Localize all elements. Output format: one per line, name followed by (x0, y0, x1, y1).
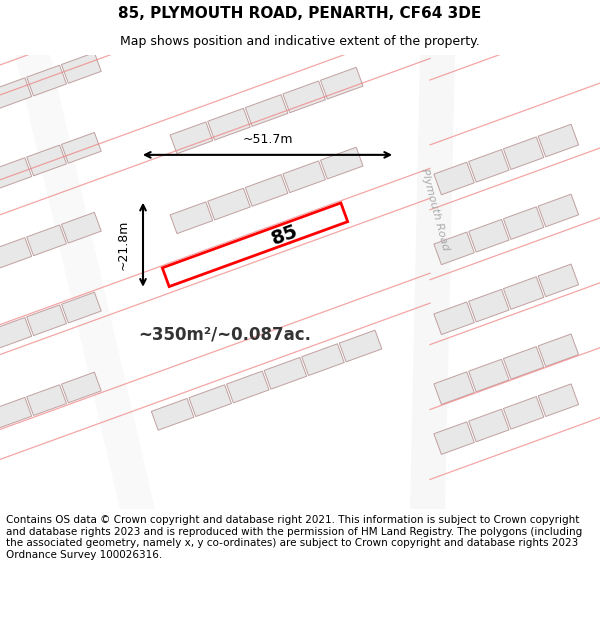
Polygon shape (503, 396, 544, 429)
Polygon shape (61, 52, 101, 83)
Text: ~51.7m: ~51.7m (242, 133, 293, 146)
Polygon shape (410, 55, 455, 509)
Text: Contains OS data © Crown copyright and database right 2021. This information is : Contains OS data © Crown copyright and d… (6, 515, 582, 560)
Polygon shape (469, 219, 509, 252)
Polygon shape (538, 384, 578, 416)
Polygon shape (538, 334, 578, 367)
Polygon shape (61, 372, 101, 403)
Polygon shape (434, 302, 474, 334)
Polygon shape (61, 132, 101, 163)
Polygon shape (469, 289, 509, 322)
Polygon shape (434, 422, 474, 454)
Polygon shape (434, 232, 474, 264)
Polygon shape (538, 194, 578, 227)
Text: ~350m²/~0.087ac.: ~350m²/~0.087ac. (139, 326, 311, 344)
Polygon shape (208, 108, 250, 140)
Polygon shape (283, 161, 325, 192)
Polygon shape (0, 78, 32, 109)
Polygon shape (320, 68, 363, 99)
Polygon shape (151, 398, 194, 430)
Polygon shape (15, 55, 155, 509)
Polygon shape (245, 94, 288, 126)
Polygon shape (61, 292, 101, 323)
Text: ~21.8m: ~21.8m (116, 219, 130, 270)
Polygon shape (264, 357, 307, 389)
Polygon shape (469, 409, 509, 442)
Text: Plymouth Road: Plymouth Road (419, 168, 451, 252)
Polygon shape (434, 162, 474, 195)
Polygon shape (0, 238, 32, 268)
Polygon shape (469, 359, 509, 392)
Polygon shape (27, 225, 67, 256)
Polygon shape (503, 347, 544, 379)
Polygon shape (27, 305, 67, 336)
Text: 85: 85 (269, 221, 301, 248)
Polygon shape (189, 385, 232, 416)
Polygon shape (208, 188, 250, 220)
Polygon shape (0, 318, 32, 348)
Polygon shape (538, 264, 578, 297)
Polygon shape (503, 137, 544, 169)
Text: 85, PLYMOUTH ROAD, PENARTH, CF64 3DE: 85, PLYMOUTH ROAD, PENARTH, CF64 3DE (118, 6, 482, 21)
Polygon shape (302, 344, 344, 376)
Polygon shape (0, 398, 32, 428)
Polygon shape (469, 149, 509, 182)
Polygon shape (61, 213, 101, 243)
Polygon shape (339, 330, 382, 362)
Polygon shape (27, 65, 67, 96)
Polygon shape (27, 145, 67, 176)
Polygon shape (538, 124, 578, 157)
Polygon shape (503, 277, 544, 309)
Polygon shape (170, 122, 212, 154)
Polygon shape (227, 371, 269, 403)
Polygon shape (27, 385, 67, 416)
Polygon shape (245, 174, 288, 206)
Polygon shape (0, 158, 32, 189)
Polygon shape (283, 81, 325, 112)
Polygon shape (434, 372, 474, 404)
Polygon shape (503, 207, 544, 239)
Polygon shape (170, 202, 212, 234)
Polygon shape (320, 148, 363, 179)
Text: Map shows position and indicative extent of the property.: Map shows position and indicative extent… (120, 35, 480, 48)
